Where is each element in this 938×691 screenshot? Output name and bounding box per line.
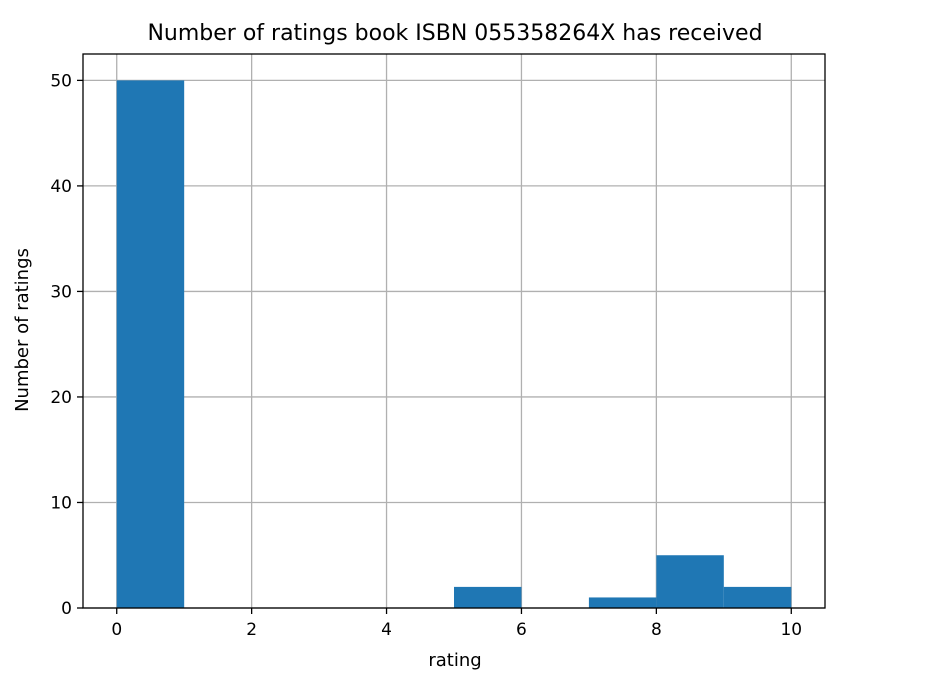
- x-tick-label: 6: [516, 620, 527, 640]
- y-tick-label: 10: [50, 493, 72, 513]
- x-tick-label: 2: [246, 620, 257, 640]
- x-axis-label: rating: [428, 650, 481, 671]
- x-tick-label: 0: [111, 620, 122, 640]
- histogram-bar: [588, 597, 657, 608]
- x-tick-label: 8: [651, 620, 662, 640]
- bars-layer: [116, 80, 792, 608]
- plot-frame: [82, 53, 826, 609]
- y-axis-label: Number of ratings: [12, 248, 33, 412]
- grid-layer: [83, 54, 825, 609]
- histogram-bar: [116, 80, 185, 608]
- histogram-bar: [723, 586, 792, 608]
- histogram-bar: [656, 555, 724, 608]
- y-tick-label: 50: [50, 71, 72, 91]
- ticks-layer: 0 2 4 6 8 10 0 10 20 30 40 50: [50, 71, 802, 640]
- y-tick-label: 0: [61, 599, 72, 619]
- y-tick-label: 20: [50, 388, 72, 408]
- y-tick-label: 30: [50, 282, 72, 302]
- y-tick-label: 40: [50, 177, 72, 197]
- chart-title: Number of ratings book ISBN 055358264X h…: [147, 21, 762, 46]
- x-tick-label: 4: [381, 620, 392, 640]
- histogram-bar: [454, 586, 522, 608]
- x-tick-label: 10: [780, 620, 802, 640]
